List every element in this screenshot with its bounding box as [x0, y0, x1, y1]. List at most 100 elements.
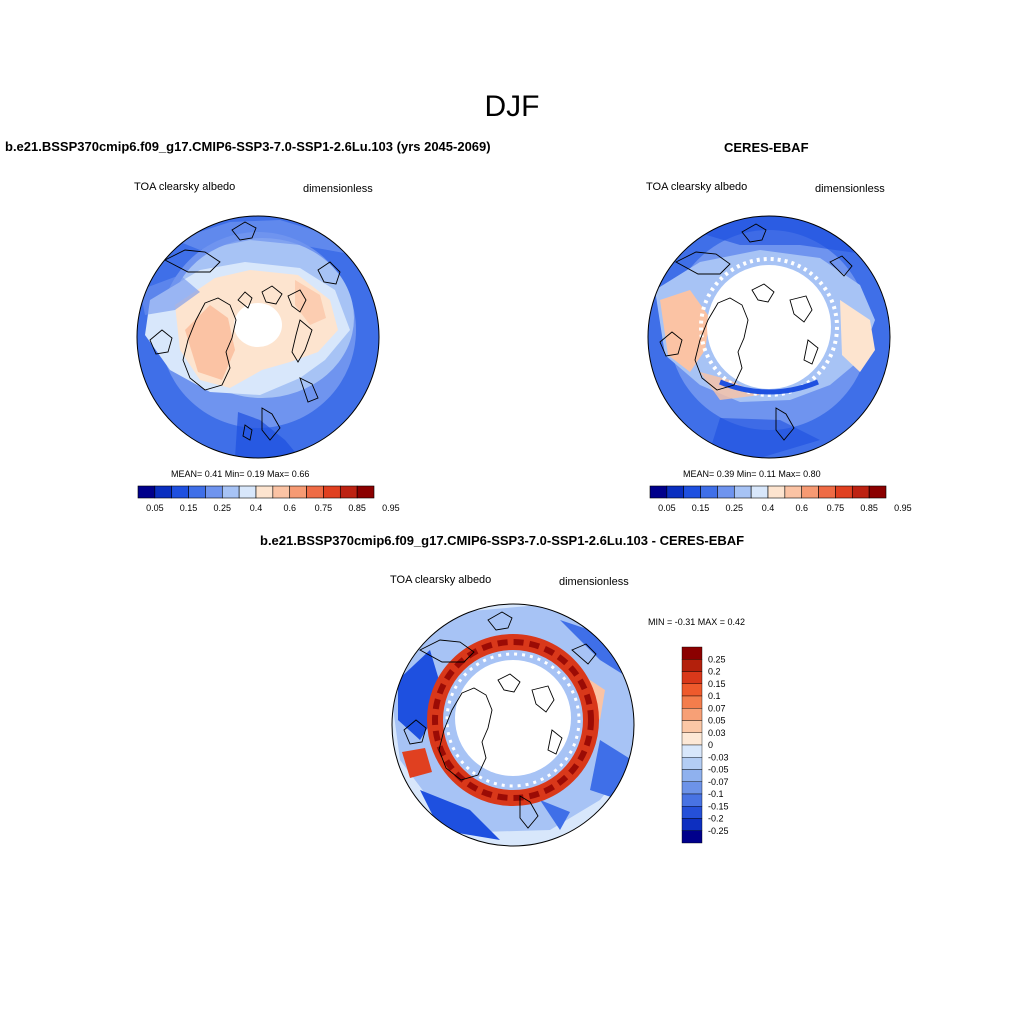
- obs-map-border: [647, 215, 891, 459]
- figure-title: DJF: [484, 90, 540, 123]
- colorbar-tick-label: -0.2: [708, 814, 724, 824]
- obs-units-label: dimensionless: [815, 183, 885, 195]
- colorbar-box: [681, 793, 703, 807]
- colorbar-tick-label: 0.15: [708, 679, 726, 689]
- colorbar-tick-label: 0: [708, 740, 713, 750]
- colorbar-box: [801, 485, 819, 499]
- diff-coastlines: [403, 611, 597, 829]
- model-coastlines: [149, 221, 341, 441]
- colorbar-tick-label: 0.25: [726, 503, 744, 513]
- colorbar-box: [851, 485, 870, 499]
- colorbar-tick-label: -0.1: [708, 789, 724, 799]
- colorbar-box: [681, 806, 703, 819]
- model-units-label: dimensionless: [303, 183, 373, 195]
- colorbar-tick-label: 0.25: [214, 503, 232, 513]
- colorbar-box: [272, 485, 291, 499]
- colorbar-tick-label: 0.25: [708, 654, 726, 664]
- colorbar-tick-label: 0.03: [708, 728, 726, 738]
- model-stats: MEAN= 0.41 Min= 0.19 Max= 0.66: [171, 469, 310, 479]
- colorbar-tick-label: 0.05: [708, 716, 726, 726]
- colorbar-tick-label: 0.4: [762, 503, 775, 513]
- diff-map-border: [391, 603, 635, 847]
- colorbar-tick-label: 0.2: [708, 667, 721, 677]
- colorbar-box: [681, 757, 703, 770]
- colorbar-box: [205, 485, 223, 499]
- obs-stats: MEAN= 0.39 Min= 0.11 Max= 0.80: [683, 469, 821, 479]
- colorbar-box: [681, 695, 703, 709]
- colorbar-box: [681, 744, 703, 758]
- colorbar-box: [681, 646, 703, 660]
- colorbar-box: [255, 485, 274, 499]
- colorbar-tick-label: 0.6: [283, 503, 296, 513]
- colorbar-tick-label: 0.15: [180, 503, 198, 513]
- colorbar-box: [681, 732, 703, 746]
- colorbar-box: [681, 830, 703, 844]
- colorbar-box: [649, 485, 668, 499]
- obs-polar-mask: [707, 265, 831, 389]
- colorbar-tick-label: 0.75: [315, 503, 333, 513]
- obs-variable-label: TOA clearsky albedo: [646, 181, 748, 193]
- colorbar-box: [238, 485, 257, 499]
- obs-map: [647, 215, 891, 459]
- colorbar-tick-label: -0.25: [708, 826, 729, 836]
- obs-colorbar: 0.05 0.15 0.25 0.4 0.6 0.75 0.85 0.95: [649, 485, 912, 513]
- model-map: [136, 215, 380, 459]
- colorbar-tick-label: 0.15: [692, 503, 710, 513]
- diff-map: [391, 603, 635, 847]
- model-polar-mask: [234, 303, 282, 347]
- model-map-border: [136, 215, 380, 459]
- colorbar-box: [683, 485, 701, 499]
- model-colorbar: 0.05 0.15 0.25 0.4 0.6 0.75 0.85 0.95: [137, 485, 400, 513]
- colorbar-box: [171, 485, 189, 499]
- diff-variable-label: TOA clearsky albedo: [390, 574, 492, 586]
- colorbar-box: [750, 485, 769, 499]
- model-panel-title: b.e21.BSSP370cmip6.f09_g17.CMIP6-SSP3-7.…: [5, 139, 491, 154]
- colorbar-box: [666, 485, 685, 499]
- colorbar-tick-label: 0.05: [146, 503, 164, 513]
- colorbar-tick-label: 0.95: [382, 503, 400, 513]
- colorbar-box: [221, 485, 240, 499]
- colorbar-tick-label: -0.05: [708, 765, 729, 775]
- colorbar-tick-label: 0.07: [708, 703, 726, 713]
- colorbar-box: [154, 485, 173, 499]
- colorbar-box: [681, 659, 703, 672]
- diff-colorbar: 0.25 0.2 0.15 0.1 0.07 0.05 0.03 0 -0.03 -0.05 -0.…: [681, 646, 729, 844]
- colorbar-tick-label: 0.85: [348, 503, 366, 513]
- colorbar-tick-label: 0.6: [795, 503, 808, 513]
- colorbar-box: [868, 485, 887, 499]
- colorbar-box: [681, 818, 703, 831]
- colorbar-box: [356, 485, 375, 499]
- colorbar-box: [733, 485, 752, 499]
- colorbar-box: [188, 485, 206, 499]
- colorbar-box: [306, 485, 324, 499]
- colorbar-tick-label: 0.75: [827, 503, 845, 513]
- colorbar-tick-label: 0.95: [894, 503, 912, 513]
- diff-panel-title: b.e21.BSSP370cmip6.f09_g17.CMIP6-SSP3-7.…: [260, 533, 745, 548]
- colorbar-tick-label: 0.85: [860, 503, 878, 513]
- diff-stats: MIN = -0.31 MAX = 0.42: [648, 617, 746, 627]
- colorbar-box: [818, 485, 836, 499]
- diff-units-label: dimensionless: [559, 576, 629, 588]
- colorbar-box: [681, 683, 703, 697]
- colorbar-box: [681, 769, 703, 782]
- colorbar-box: [681, 708, 703, 721]
- colorbar-tick-label: 0.4: [250, 503, 263, 513]
- colorbar-tick-label: 0.1: [708, 691, 721, 701]
- diff-positive-anomaly: [402, 748, 432, 778]
- obs-coastlines: [659, 223, 853, 441]
- colorbar-tick-label: -0.07: [708, 777, 729, 787]
- colorbar-box: [681, 720, 703, 733]
- colorbar-box: [681, 781, 703, 795]
- colorbar-tick-label: -0.03: [708, 752, 729, 762]
- colorbar-box: [700, 485, 718, 499]
- colorbar-box: [681, 671, 703, 684]
- colorbar-box: [289, 485, 307, 499]
- colorbar-box: [784, 485, 803, 499]
- obs-panel-title: CERES-EBAF: [724, 140, 809, 155]
- colorbar-box: [137, 485, 156, 499]
- colorbar-box: [323, 485, 341, 499]
- colorbar-box: [339, 485, 358, 499]
- colorbar-box: [717, 485, 735, 499]
- colorbar-tick-label: 0.05: [658, 503, 676, 513]
